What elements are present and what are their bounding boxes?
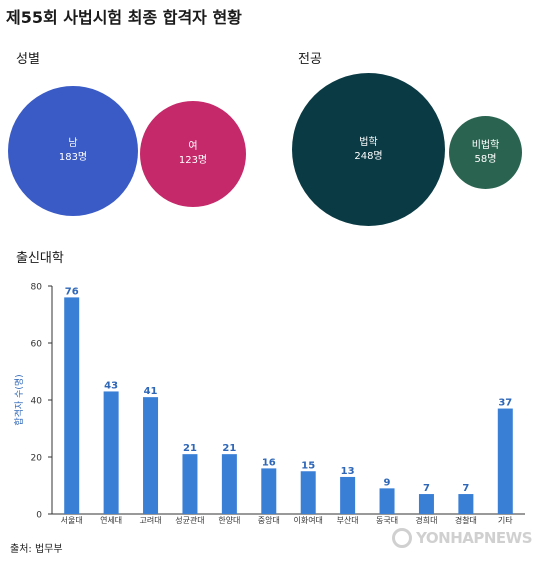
- bar: [64, 297, 80, 514]
- chart-axes: [48, 285, 525, 515]
- university-section-title: 출신대학: [16, 251, 64, 266]
- law-label: 법학: [359, 136, 378, 148]
- chart-value-labels: 76 43 41 21 21 16 15 13 9 7 7 37: [65, 286, 513, 494]
- x-tick-label: 부산대: [337, 515, 359, 525]
- bar: [418, 494, 434, 514]
- chart-y-tick-labels: 0 20 40 60 80: [31, 283, 43, 521]
- chart-bars: [64, 297, 513, 514]
- bar-value-label: 76: [65, 286, 79, 297]
- bar-value-label: 7: [423, 483, 430, 494]
- bar: [261, 468, 277, 514]
- bar-value-label: 21: [222, 443, 236, 454]
- university-bar-chart: 76 43 41 21 21 16 15 13 9 7 7 37 서울대 연세대 고려대 성균관대 한양대 중앙…: [13, 283, 525, 525]
- bar: [221, 454, 237, 514]
- bar: [300, 471, 316, 514]
- law-count: 248명: [354, 150, 383, 162]
- x-tick-label: 서울대: [61, 516, 83, 525]
- female-bubble: 여 123명: [140, 101, 246, 207]
- male-count: 183명: [58, 152, 88, 163]
- bar-value-label: 13: [341, 466, 355, 477]
- chart-y-axis-label: 합격자 수(명): [13, 374, 25, 425]
- x-tick-label: 경희대: [415, 515, 437, 525]
- x-tick-label: 경찰대: [455, 515, 477, 525]
- nonlaw-count: 58명: [474, 153, 497, 165]
- x-tick-label: 이화여대: [293, 515, 322, 525]
- y-tick-label: 80: [31, 283, 43, 293]
- male-bubble: 남 183명: [8, 86, 138, 216]
- chart-x-tick-labels: 서울대 연세대 고려대 성균관대 한양대 중앙대 이화여대 부산대 동국대 경희대 경찰대 기타: [61, 515, 514, 525]
- y-tick-label: 40: [31, 397, 43, 407]
- x-tick-label: 한양대: [218, 516, 240, 525]
- x-tick-label: 연세대: [100, 516, 122, 525]
- bar-value-label: 21: [183, 443, 197, 454]
- y-tick-label: 0: [36, 511, 42, 521]
- bar-value-label: 15: [301, 460, 315, 471]
- female-label: 여: [188, 141, 198, 152]
- x-tick-label: 성균관대: [175, 515, 204, 525]
- x-tick-label: 기타: [498, 516, 513, 525]
- y-tick-label: 20: [31, 454, 43, 464]
- nonlaw-label: 비법학: [471, 139, 500, 151]
- bar: [379, 488, 395, 514]
- bar-value-label: 43: [104, 380, 118, 391]
- nonlaw-bubble: 비법학 58명: [449, 116, 522, 189]
- bar: [103, 391, 119, 514]
- bar: [143, 397, 159, 514]
- major-section-title: 전공: [298, 52, 322, 67]
- x-tick-label: 고려대: [139, 515, 161, 525]
- bar-value-label: 7: [462, 483, 469, 494]
- gender-section-title: 성별: [16, 52, 40, 67]
- x-tick-label: 중앙대: [258, 515, 280, 525]
- x-tick-label: 동국대: [376, 516, 398, 525]
- page-title: 제55회 사법시험 최종 합격자 현황: [6, 8, 242, 27]
- bar-value-label: 16: [262, 457, 276, 468]
- bar: [497, 408, 513, 514]
- law-bubble: 법학 248명: [292, 73, 445, 226]
- male-label: 남: [68, 138, 78, 149]
- female-count: 123명: [178, 155, 208, 166]
- bar-value-label: 37: [498, 398, 512, 409]
- bar-value-label: 9: [384, 477, 391, 488]
- watermark-text: YONHAPNEWS: [416, 529, 532, 547]
- bar-value-label: 41: [144, 386, 158, 397]
- yonhap-logo-icon: [392, 528, 413, 548]
- bar: [340, 476, 356, 514]
- source-note: 출처: 법무부: [10, 544, 63, 555]
- bar: [182, 454, 198, 514]
- bar: [458, 494, 474, 514]
- y-tick-label: 60: [31, 340, 43, 350]
- yonhap-watermark: YONHAPNEWS: [392, 528, 532, 548]
